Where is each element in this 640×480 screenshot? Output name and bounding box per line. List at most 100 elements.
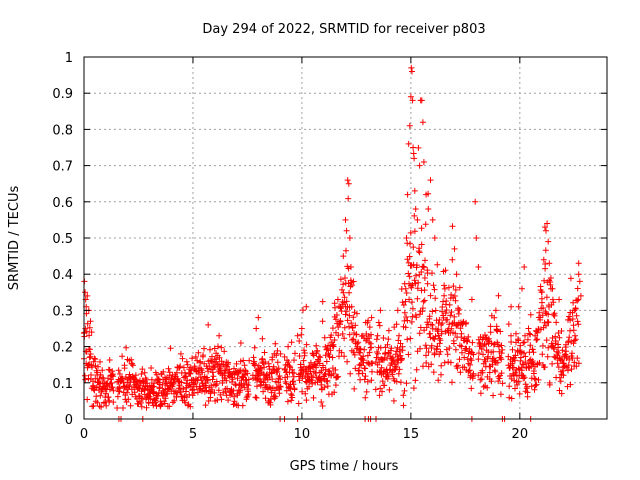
data-point [313,342,320,349]
data-point [286,363,293,369]
data-point [420,363,426,370]
data-point [456,356,463,363]
data-point [384,355,391,362]
data-point [239,402,246,409]
data-point [436,340,443,347]
data-point [105,394,112,401]
data-point [244,370,251,377]
data-point [431,286,438,293]
data-point [319,318,326,325]
data-point [324,383,331,390]
data-point [84,292,91,299]
data-point [178,379,185,386]
data-point [212,363,218,370]
data-point [519,285,525,292]
data-point [468,385,475,392]
data-point [116,371,123,377]
data-point [556,296,563,303]
data-point [165,385,172,392]
data-point [288,397,295,404]
data-point [494,359,501,366]
data-point [326,368,333,375]
data-point [331,337,338,343]
data-point [298,325,305,332]
data-point [127,402,134,409]
data-point [284,373,291,380]
data-point [207,346,213,353]
data-point [110,399,117,406]
data-point [508,332,514,339]
data-point [246,357,253,364]
data-point [245,391,252,398]
data-point [445,284,452,291]
data-point [555,341,562,348]
data-point [143,376,150,383]
data-point [555,330,562,336]
data-point [420,263,427,270]
data-point [183,358,190,365]
data-point [444,351,451,358]
data-point [388,345,395,352]
data-point [560,372,567,379]
y-tick-label: 0.6 [52,196,73,211]
data-point [81,372,88,379]
data-point [211,389,218,396]
data-point [497,328,504,335]
data-point [89,364,95,371]
data-point [435,326,442,333]
data-point [495,292,502,299]
data-point [321,384,328,391]
data-point [547,275,554,281]
data-point [468,296,475,303]
data-point [270,363,277,370]
y-tick-label: 0.4 [52,268,73,283]
data-point [402,298,409,305]
data-point [402,285,409,292]
data-point [180,364,187,371]
data-point [543,227,549,234]
data-point [187,403,194,410]
data-point [283,380,290,387]
data-point [277,383,284,390]
data-point [549,296,556,303]
data-point [406,122,413,129]
data-point [108,380,115,386]
data-point [546,260,553,267]
data-point [296,338,303,344]
data-point [182,399,189,406]
data-point [520,339,527,346]
x-tick-label: 0 [80,427,88,442]
data-point [558,328,565,334]
data-points [80,64,584,422]
data-point [524,383,531,390]
data-point [291,370,297,377]
data-point [362,365,369,372]
data-point [368,377,375,384]
data-point [368,314,375,321]
data-point [498,350,505,357]
data-point [318,367,325,374]
data-point [545,311,552,318]
data-point [405,270,412,277]
data-point [206,363,213,370]
data-point [475,264,482,270]
data-point [331,389,338,396]
data-point [207,394,214,401]
data-point [497,354,504,361]
data-point [438,362,445,369]
data-point [437,337,444,344]
data-point [506,383,513,390]
data-point [300,357,307,364]
data-point [258,364,264,371]
y-tick-label: 0 [65,413,73,428]
data-point [332,382,339,389]
data-point [199,369,206,376]
data-point [87,318,94,325]
data-point [374,350,381,357]
data-point [384,375,391,382]
data-point [344,177,351,184]
data-point [173,394,180,400]
data-point [469,375,476,382]
data-point [121,365,128,372]
